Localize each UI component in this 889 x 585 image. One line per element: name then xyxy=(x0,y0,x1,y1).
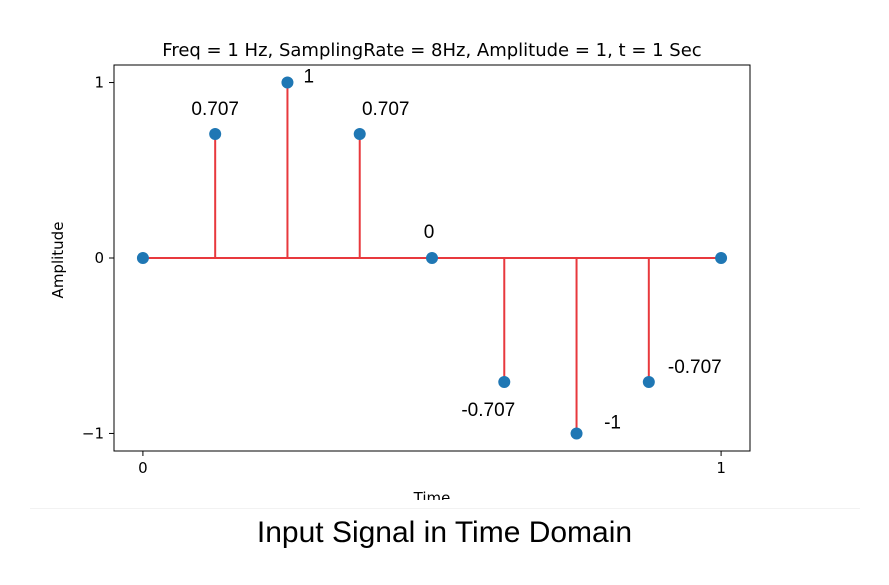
figure-caption: Input Signal in Time Domain xyxy=(256,516,633,549)
data-label: -0.707 xyxy=(668,357,722,378)
data-point xyxy=(642,376,655,389)
chart-title: Freq = 1 Hz, SamplingRate = 8Hz, Amplitu… xyxy=(162,40,701,61)
caption-divider xyxy=(30,508,860,509)
y-tick-label: −1 xyxy=(82,424,104,442)
data-label: 1 xyxy=(303,67,314,88)
data-point xyxy=(136,252,149,264)
x-axis-label: Time xyxy=(413,489,451,500)
stem-chart: Freq = 1 Hz, SamplingRate = 8Hz, Amplitu… xyxy=(49,40,751,507)
x-tick-label: 1 xyxy=(716,459,726,477)
data-label: -0.707 xyxy=(461,400,515,421)
x-tick-label: 0 xyxy=(138,459,148,477)
data-label: 0.707 xyxy=(191,99,239,120)
data-point xyxy=(209,127,222,140)
data-point xyxy=(715,252,728,264)
y-tick-label: 0 xyxy=(94,249,104,267)
data-point xyxy=(570,427,583,440)
y-axis-label: Amplitude xyxy=(49,222,67,299)
y-tick-label: 1 xyxy=(94,74,104,92)
data-point xyxy=(281,76,294,89)
data-label: 0 xyxy=(424,222,435,243)
data-point xyxy=(353,127,366,140)
data-point xyxy=(426,252,438,264)
data-label: -1 xyxy=(604,412,621,433)
data-label: 0.707 xyxy=(362,99,410,120)
data-point xyxy=(498,376,511,389)
